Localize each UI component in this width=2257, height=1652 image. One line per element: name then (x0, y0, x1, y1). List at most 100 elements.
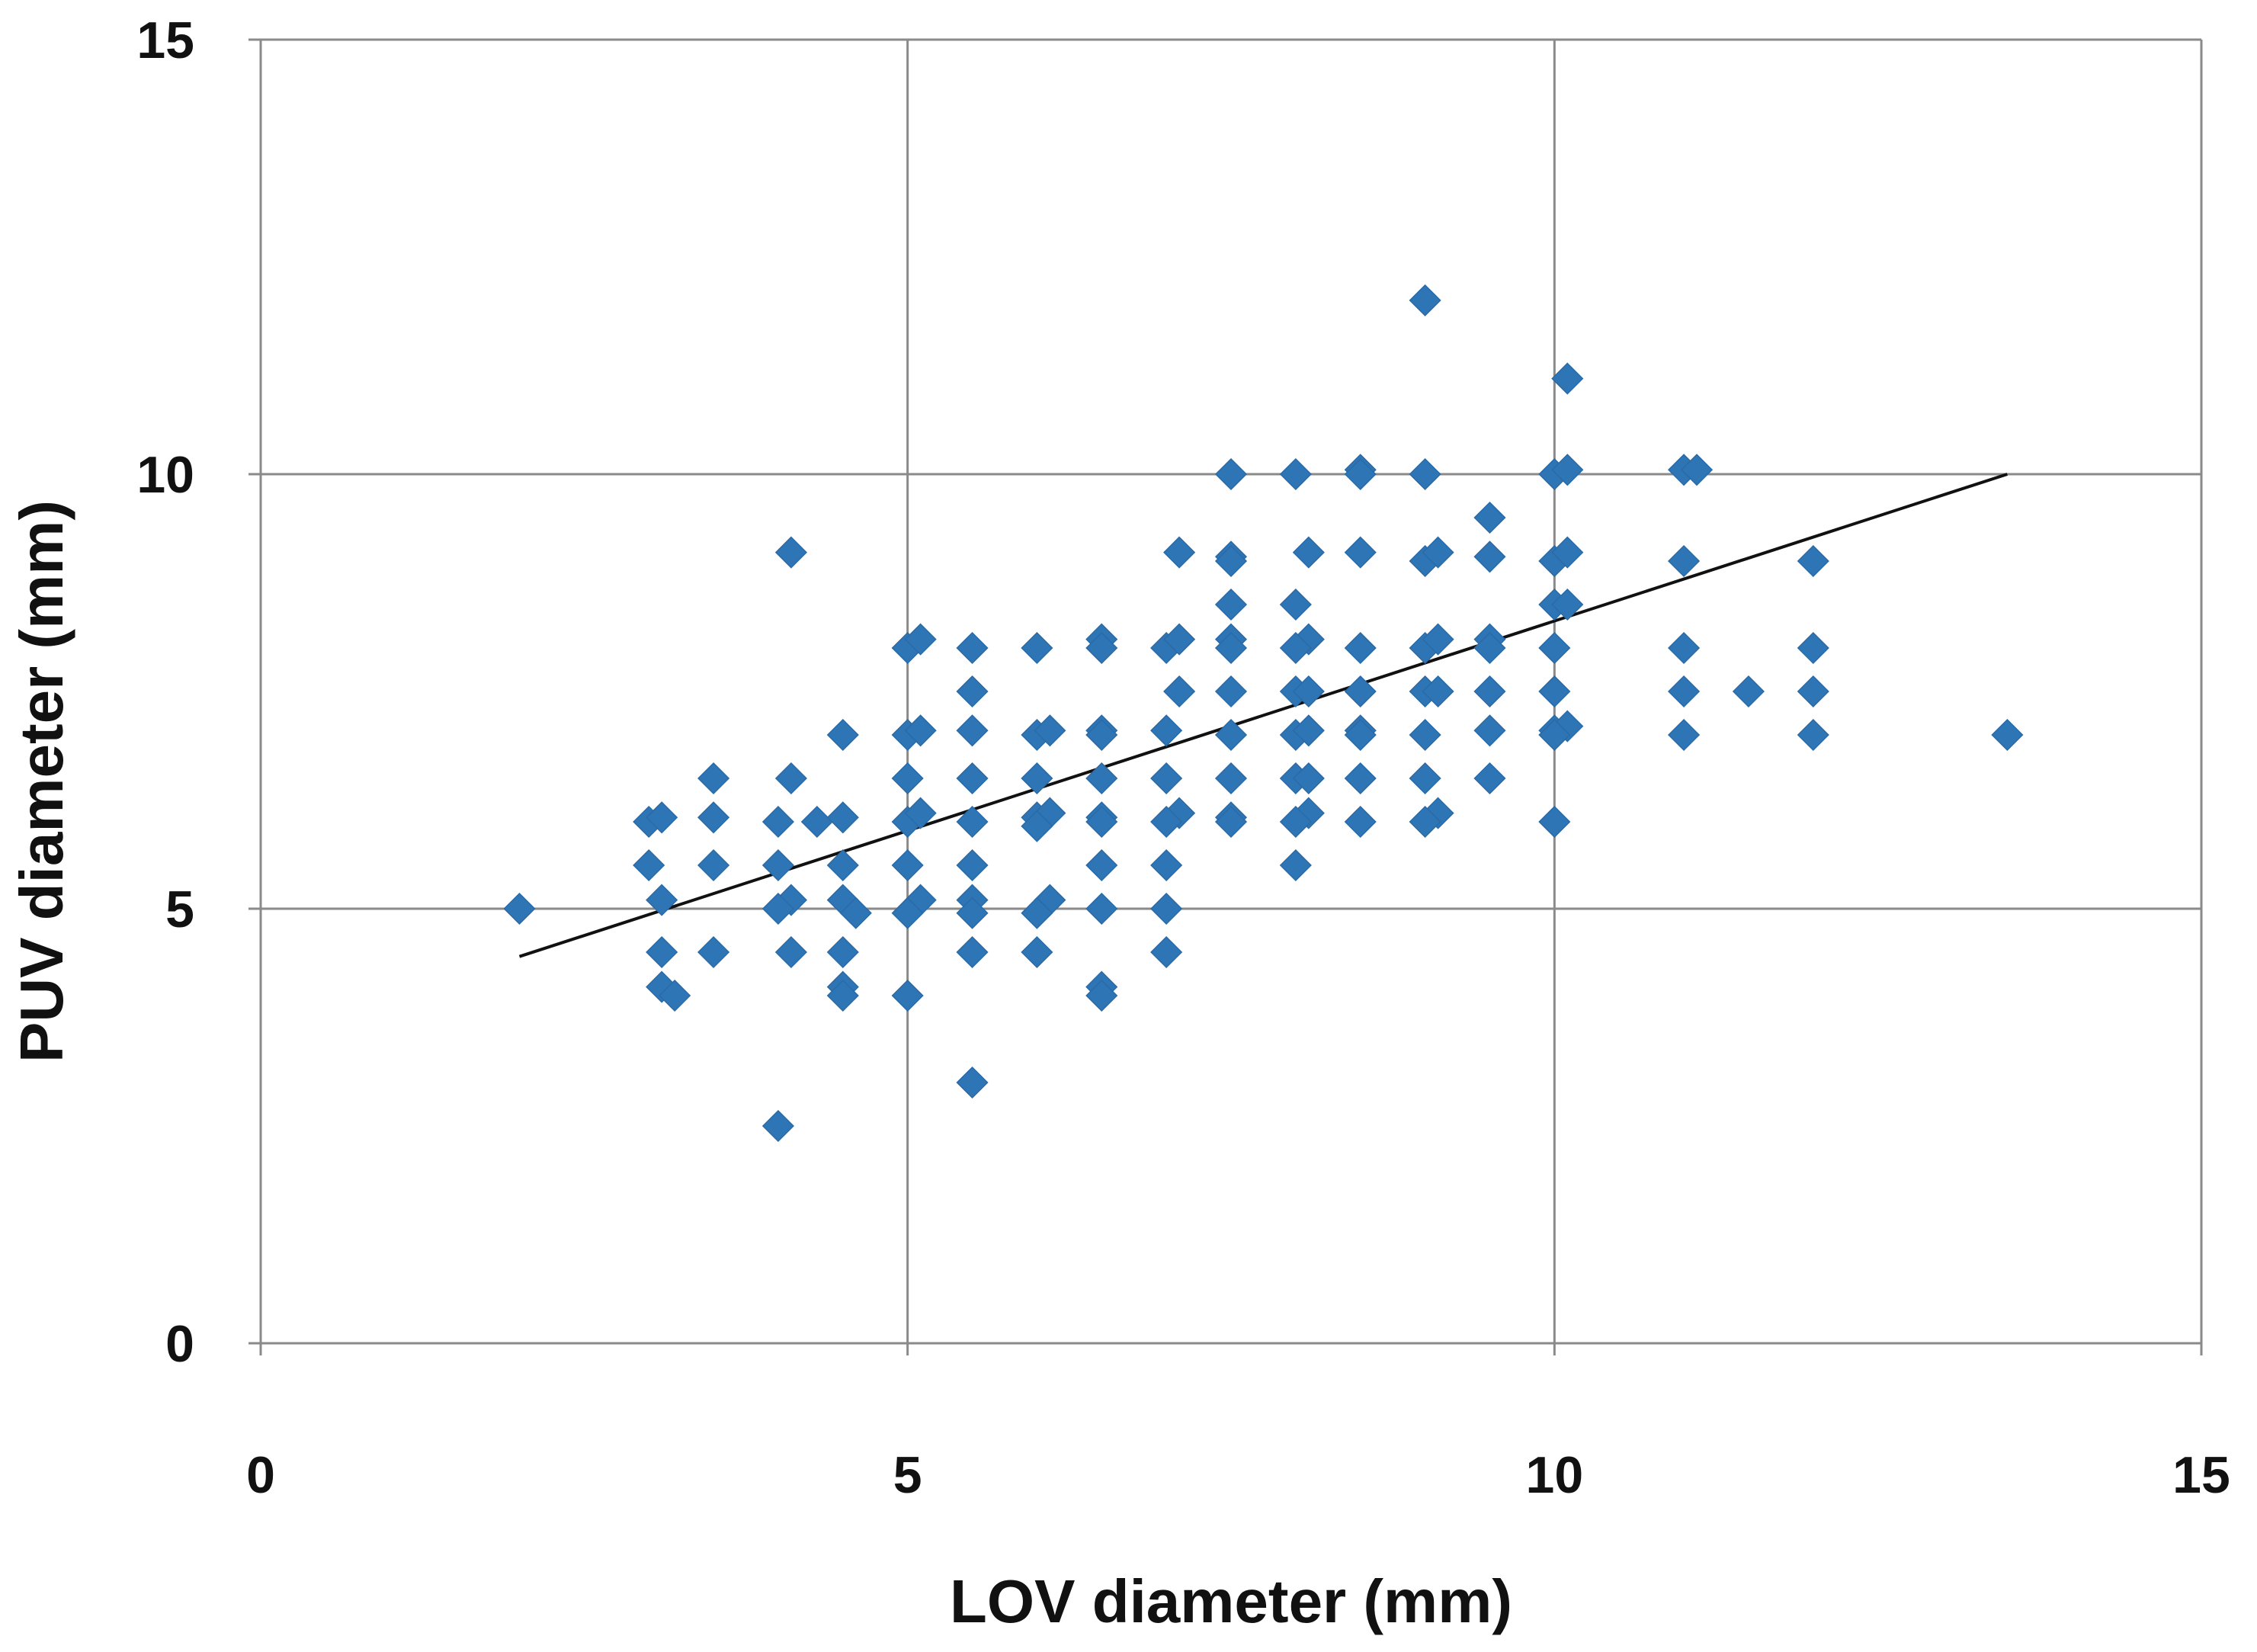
data-point-52 (1034, 714, 1066, 747)
data-point-85 (1214, 588, 1248, 621)
data-point-99 (1292, 675, 1325, 708)
data-point-116 (1409, 284, 1441, 317)
data-point-12 (774, 536, 807, 569)
data-point-21 (826, 718, 859, 752)
data-point-3 (633, 848, 665, 882)
data-point-129 (1473, 541, 1506, 573)
data-point-9 (697, 801, 730, 834)
data-points (503, 284, 2024, 1143)
y-tick-label-3: 15 (136, 11, 194, 69)
data-point-36 (891, 848, 924, 882)
data-point-88 (1214, 675, 1248, 708)
data-point-136 (1551, 454, 1584, 486)
data-point-38 (891, 897, 924, 929)
data-point-78 (1150, 805, 1183, 839)
data-point-90 (1214, 762, 1248, 795)
data-point-63 (1085, 718, 1118, 752)
data-point-40 (956, 631, 989, 665)
data-point-32 (904, 714, 937, 747)
data-point-72 (1163, 623, 1196, 656)
data-point-108 (1344, 457, 1377, 491)
data-point-0 (503, 892, 536, 925)
data-point-13 (761, 805, 794, 839)
data-point-143 (1538, 675, 1571, 708)
data-point-147 (1538, 805, 1571, 839)
x-tick-label-0: 0 (246, 1446, 275, 1504)
data-point-58 (1021, 897, 1053, 929)
data-point-149 (1680, 454, 1714, 486)
data-point-67 (1085, 848, 1118, 882)
data-point-39 (891, 979, 924, 1012)
data-point-56 (1021, 810, 1053, 842)
data-point-139 (1551, 536, 1584, 569)
y-tick-label-0: 0 (165, 1315, 194, 1373)
data-point-113 (1344, 718, 1377, 752)
data-point-133 (1473, 714, 1506, 747)
data-point-119 (1422, 536, 1454, 569)
data-point-95 (1279, 588, 1312, 621)
data-point-2 (646, 801, 678, 834)
tick-labels: 0 5 10 15 0 5 10 15 (136, 11, 2230, 1504)
data-point-142 (1538, 631, 1571, 665)
data-point-50 (1021, 631, 1053, 665)
data-point-33 (891, 762, 924, 795)
data-point-10 (697, 848, 730, 882)
data-point-20 (800, 805, 833, 839)
trendline (518, 473, 2009, 958)
data-point-23 (826, 848, 859, 882)
data-point-74 (1163, 675, 1196, 708)
data-point-141 (1551, 588, 1584, 621)
data-point-49 (956, 1066, 989, 1099)
data-point-79 (1150, 848, 1183, 882)
data-point-64 (1085, 762, 1118, 795)
data-point-22 (826, 801, 859, 834)
data-point-17 (761, 892, 794, 925)
data-point-154 (1732, 675, 1765, 708)
data-point-61 (1085, 631, 1118, 665)
data-point-111 (1344, 675, 1377, 708)
data-point-81 (1150, 935, 1183, 969)
data-point-59 (1021, 935, 1053, 969)
data-point-25 (839, 897, 872, 929)
data-point-128 (1473, 501, 1506, 534)
data-point-44 (956, 805, 989, 839)
data-point-5 (646, 935, 678, 969)
data-point-94 (1292, 536, 1325, 569)
data-point-48 (956, 935, 989, 969)
data-point-73 (1163, 536, 1196, 569)
data-point-75 (1150, 714, 1183, 747)
data-point-4 (646, 884, 678, 916)
data-point-53 (1021, 762, 1053, 795)
data-point-35 (904, 797, 937, 829)
data-point-76 (1150, 762, 1183, 795)
data-point-93 (1279, 457, 1312, 491)
data-point-43 (956, 762, 989, 795)
data-point-8 (697, 762, 730, 795)
data-point-30 (904, 623, 937, 656)
data-point-45 (956, 848, 989, 882)
x-tick-label-2: 10 (1526, 1446, 1584, 1504)
data-point-106 (1279, 848, 1312, 882)
trendline-group (518, 473, 2009, 958)
x-axis-title: LOV diameter (mm) (950, 1567, 1512, 1635)
data-point-26 (826, 935, 859, 969)
data-point-89 (1214, 718, 1248, 752)
data-point-82 (1214, 457, 1248, 491)
data-point-131 (1473, 631, 1506, 665)
data-point-18 (774, 935, 807, 969)
data-point-42 (956, 714, 989, 747)
data-point-158 (1797, 718, 1829, 752)
data-point-137 (1551, 362, 1584, 395)
data-point-41 (956, 675, 989, 708)
data-point-153 (1668, 718, 1701, 752)
data-point-103 (1292, 762, 1325, 795)
data-point-152 (1668, 675, 1701, 708)
data-point-109 (1344, 536, 1377, 569)
data-point-157 (1797, 675, 1829, 708)
data-point-15 (761, 848, 794, 882)
data-point-11 (697, 935, 730, 969)
data-point-132 (1473, 675, 1506, 708)
data-point-156 (1797, 631, 1829, 665)
y-tick-label-2: 10 (136, 446, 194, 504)
